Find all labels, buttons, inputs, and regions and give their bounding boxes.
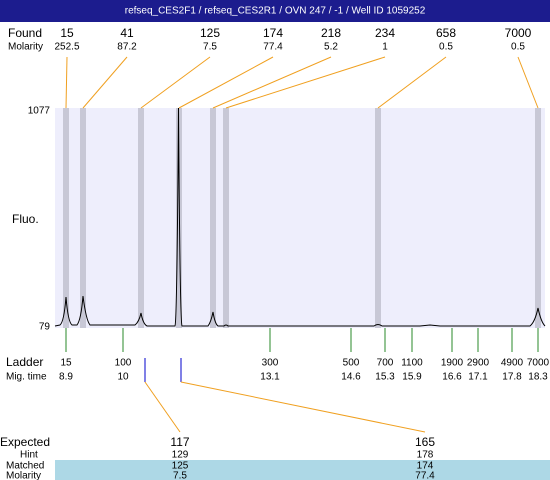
ladder-label: Ladder xyxy=(6,355,43,369)
found-molarity: 0.5 xyxy=(511,42,525,53)
found-size: 174 xyxy=(263,26,283,40)
title-bar xyxy=(0,0,550,22)
matched-molarity: 7.5 xyxy=(173,471,187,480)
y-axis-label: Fluo. xyxy=(12,212,39,226)
molarity-label: Molarity xyxy=(8,42,43,53)
mig-time-label: Mig. time xyxy=(6,372,47,383)
ladder-time: 13.1 xyxy=(260,372,280,383)
found-molarity: 1 xyxy=(382,42,388,53)
peak-connector xyxy=(225,56,386,109)
ladder-size: 700 xyxy=(377,358,394,369)
plot-area xyxy=(55,108,545,328)
found-size: 218 xyxy=(321,26,341,40)
found-size: 234 xyxy=(375,26,395,40)
ladder-time: 15.3 xyxy=(375,372,395,383)
expected-label: Expected xyxy=(0,435,50,449)
peak-connector xyxy=(377,56,447,109)
hint-size: 129 xyxy=(172,450,189,461)
found-molarity: 252.5 xyxy=(54,42,79,53)
hint-size: 178 xyxy=(417,450,434,461)
matched-molarity: 77.4 xyxy=(415,471,435,480)
ladder-size: 7000 xyxy=(527,358,550,369)
found-molarity: 87.2 xyxy=(117,42,137,53)
peak-band xyxy=(210,108,216,328)
peak-band xyxy=(375,108,381,328)
ladder-time: 10 xyxy=(117,372,129,383)
expected-size: 165 xyxy=(415,435,435,449)
peak-connector xyxy=(65,56,68,109)
ladder-size: 1900 xyxy=(441,358,464,369)
y-top-label: 1077 xyxy=(28,106,51,117)
found-size: 658 xyxy=(436,26,456,40)
found-molarity: 77.4 xyxy=(263,42,283,53)
matched-highlight xyxy=(55,460,550,480)
match-connector xyxy=(144,381,181,433)
matched-size: 174 xyxy=(417,461,434,472)
ladder-time: 15.9 xyxy=(402,372,422,383)
row-molarity-label: Molarity xyxy=(6,471,41,480)
expected-size: 117 xyxy=(170,435,189,449)
found-label: Found xyxy=(8,26,42,40)
found-size: 7000 xyxy=(505,26,532,40)
peak-band xyxy=(80,108,86,328)
ladder-size: 4900 xyxy=(501,358,524,369)
ladder-size: 1100 xyxy=(401,358,423,369)
found-molarity: 0.5 xyxy=(439,42,453,53)
peak-band xyxy=(63,108,69,328)
ladder-time: 16.6 xyxy=(442,372,462,383)
match-connector xyxy=(180,381,426,433)
matched-size: 125 xyxy=(172,461,189,472)
ladder-time: 17.1 xyxy=(468,372,488,383)
ladder-time: 14.6 xyxy=(341,372,361,383)
ladder-size: 500 xyxy=(343,358,360,369)
found-molarity: 5.2 xyxy=(324,42,338,53)
hint-label: Hint xyxy=(20,450,38,461)
peak-band xyxy=(535,108,541,328)
found-size: 125 xyxy=(200,26,220,40)
ladder-time: 8.9 xyxy=(59,372,73,383)
found-molarity: 7.5 xyxy=(203,42,217,53)
found-size: 15 xyxy=(60,26,74,40)
ladder-size: 100 xyxy=(115,358,132,369)
peak-connector xyxy=(178,56,274,109)
peak-connector xyxy=(517,56,539,109)
found-size: 41 xyxy=(120,26,134,40)
peak-connector xyxy=(212,56,332,109)
peak-band xyxy=(223,108,229,328)
ladder-time: 17.8 xyxy=(502,372,522,383)
trace xyxy=(54,107,546,327)
peak-band xyxy=(138,108,144,328)
ladder-size: 300 xyxy=(262,358,279,369)
matched-label: Matched xyxy=(6,461,44,472)
ladder-size: 15 xyxy=(60,358,72,369)
title: refseq_CES2F1 / refseq_CES2R1 / OVN 247 … xyxy=(125,6,426,17)
ladder-time: 18.3 xyxy=(528,372,548,383)
peak-connector xyxy=(82,56,128,109)
y-bottom-label: 79 xyxy=(39,322,51,333)
ladder-size: 2900 xyxy=(467,358,490,369)
peak-connector xyxy=(140,56,211,109)
